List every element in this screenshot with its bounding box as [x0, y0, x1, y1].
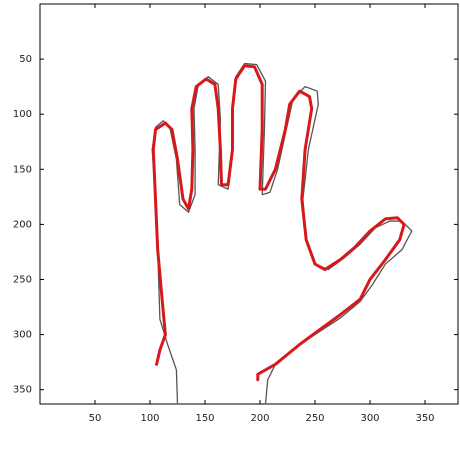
y-tick-label: 300: [13, 330, 32, 341]
y-tick-label: 250: [13, 274, 32, 285]
x-tick-label: 300: [360, 413, 379, 424]
y-tick-label: 100: [13, 109, 32, 120]
x-tick-label: 150: [195, 413, 214, 424]
page: 50 100 150 200 250 300 350 50 100 150 200 250 300 350…: [0, 0, 460, 454]
y-tick-label: 200: [13, 219, 32, 230]
y-tick-label: 50: [19, 54, 32, 65]
y-tick-label: 150: [13, 164, 32, 175]
x-tick-label: 350: [415, 413, 434, 424]
chart: 50 100 150 200 250 300 350 50 100 150 200 250 300 350: [0, 0, 460, 450]
x-tick-label: 250: [305, 413, 324, 424]
x-tick-label: 100: [140, 413, 159, 424]
x-tick-label: 50: [89, 413, 102, 424]
x-tick-label: 200: [250, 413, 269, 424]
y-tick-label: 350: [13, 385, 32, 396]
